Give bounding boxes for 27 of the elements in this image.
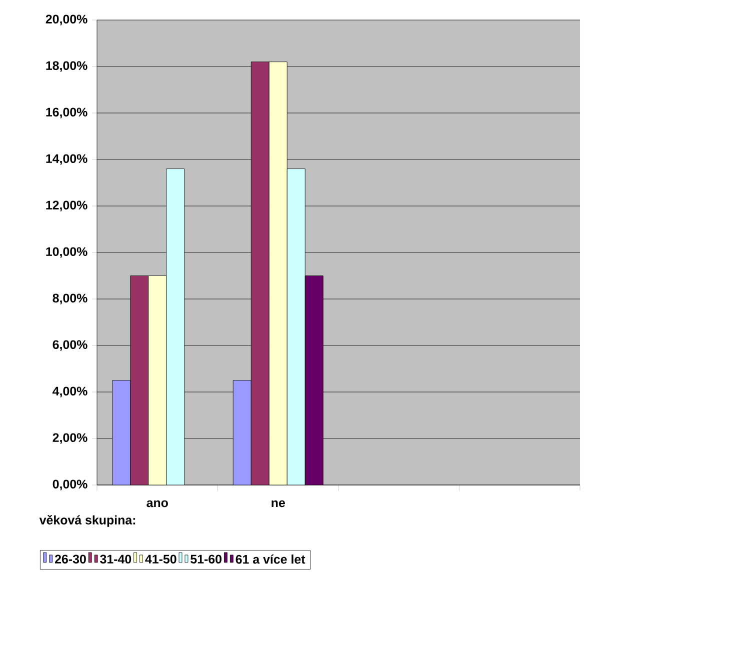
legend-label: 31-40 [100, 554, 132, 564]
y-tick-label: 6,00% [52, 340, 88, 351]
y-tick-label: 8,00% [52, 294, 88, 304]
bar [130, 276, 149, 485]
y-tick-label: 0,00% [52, 480, 88, 490]
legend-label: 41-50 [145, 554, 176, 564]
bar [250, 62, 270, 485]
bar [148, 276, 167, 485]
y-tick-label: 16,00% [46, 108, 88, 118]
y-tick-label: 20,00% [46, 14, 88, 26]
bar [232, 380, 252, 485]
legend-label: 26-30 [54, 554, 86, 564]
x-tick-label: ne [272, 500, 285, 508]
x-tick-label: ano [146, 500, 168, 508]
legend-title: věková skupina: [39, 515, 136, 527]
y-tick-label: 2,00% [52, 433, 88, 444]
y-tick-label: 18,00% [46, 61, 88, 72]
legend-label: 61 a více let [236, 554, 306, 564]
bar [286, 168, 306, 485]
bar [112, 380, 131, 485]
bar [268, 62, 288, 485]
bar [166, 168, 185, 485]
legend-label: 51-60 [190, 554, 222, 564]
y-tick-label: 12,00% [46, 200, 88, 212]
y-tick-label: 10,00% [46, 247, 88, 258]
y-tick-label: 14,00% [46, 154, 88, 165]
y-tick-label: 4,00% [52, 386, 88, 398]
